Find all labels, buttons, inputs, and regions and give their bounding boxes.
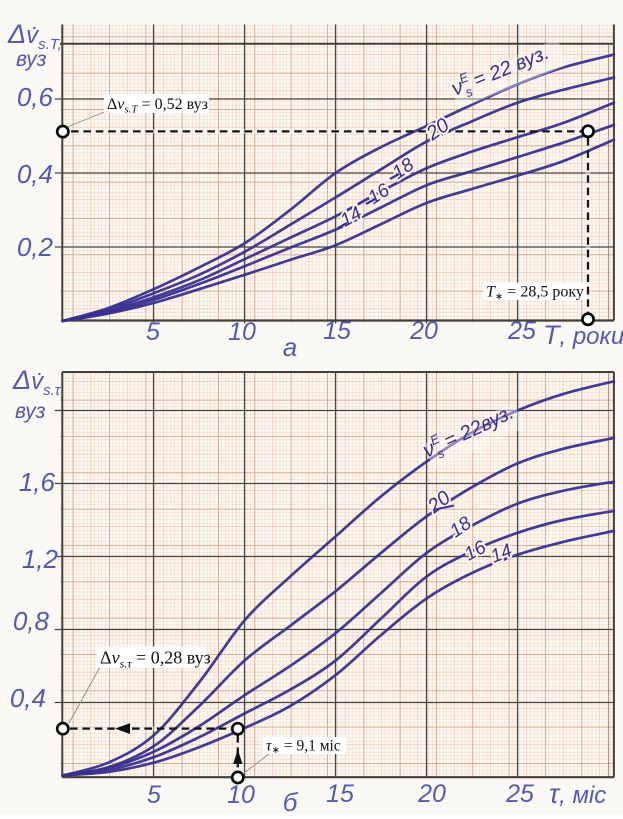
svg-text:0,4: 0,4 xyxy=(10,683,46,713)
svg-text:Δvs.τ = 0,28 вуз: Δvs.τ = 0,28 вуз xyxy=(100,648,211,671)
svg-text:0,2: 0,2 xyxy=(17,232,54,262)
svg-text:T∗ = 28,5 року: T∗ = 28,5 року xyxy=(486,284,584,303)
svg-text:5: 5 xyxy=(147,781,161,809)
svg-text:б: б xyxy=(283,787,299,814)
svg-text:1,6: 1,6 xyxy=(19,467,56,497)
svg-text:а: а xyxy=(283,332,297,362)
svg-text:τ∗ = 9,1 міс: τ∗ = 9,1 міс xyxy=(266,738,341,757)
svg-text:15: 15 xyxy=(326,780,354,808)
svg-text:вуз: вуз xyxy=(15,400,46,423)
svg-text:20: 20 xyxy=(409,317,438,345)
svg-text:Δvs.T = 0,52 вуз: Δvs.T = 0,52 вуз xyxy=(107,96,208,116)
svg-text:0,6: 0,6 xyxy=(17,82,54,112)
svg-text:Δv̇s.τ.: Δv̇s.τ. xyxy=(12,365,65,399)
svg-text:10: 10 xyxy=(228,318,256,346)
svg-text:20: 20 xyxy=(417,780,446,808)
svg-text:вуз: вуз xyxy=(16,48,47,71)
svg-text:0,4: 0,4 xyxy=(17,159,53,189)
svg-text:0,8: 0,8 xyxy=(13,606,50,636)
svg-text:25: 25 xyxy=(505,780,534,808)
svg-text:25: 25 xyxy=(507,317,536,345)
svg-text:5: 5 xyxy=(146,318,160,346)
svg-text:τ, міс: τ, міс xyxy=(549,779,606,809)
svg-text:15: 15 xyxy=(323,317,351,345)
svg-text:1,2: 1,2 xyxy=(22,544,59,574)
svg-text:10: 10 xyxy=(227,781,255,809)
svg-text:T, роки: T, роки xyxy=(543,320,623,350)
